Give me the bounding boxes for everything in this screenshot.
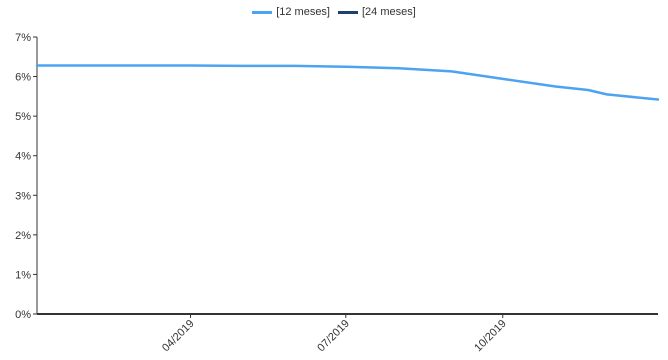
y-tick-label: 7% (15, 32, 31, 44)
y-axis: 0% 1% 2% 3% 4% 5% 6% 7% (15, 32, 38, 321)
legend-swatch-12-meses (252, 10, 273, 14)
y-tick-label: 6% (15, 72, 31, 84)
legend-label-12-meses: [12 meses] (276, 6, 330, 18)
y-tick-label: 2% (15, 230, 31, 242)
legend-item-24-meses[interactable]: [24 meses] (338, 6, 416, 18)
series-layer (35, 64, 660, 101)
legend-item-12-meses[interactable]: [12 meses] (252, 6, 330, 18)
y-tick-label: 1% (15, 269, 31, 281)
y-tick-label: 3% (15, 190, 31, 202)
y-tick-label: 0% (15, 309, 31, 321)
x-tick-label: 04/2019 (160, 318, 197, 355)
x-tick-label: 10/2019 (472, 318, 509, 355)
legend-swatch-24-meses (338, 10, 358, 14)
x-axis: 04/2019 07/2019 10/2019 (37, 313, 658, 355)
legend: [12 meses] [24 meses] (0, 6, 668, 18)
y-tick-label: 5% (15, 111, 31, 123)
y-tick-label: 4% (15, 151, 31, 163)
legend-label-24-meses: [24 meses] (362, 6, 416, 18)
series-line-0 (35, 64, 660, 101)
x-tick-label: 07/2019 (315, 318, 352, 355)
